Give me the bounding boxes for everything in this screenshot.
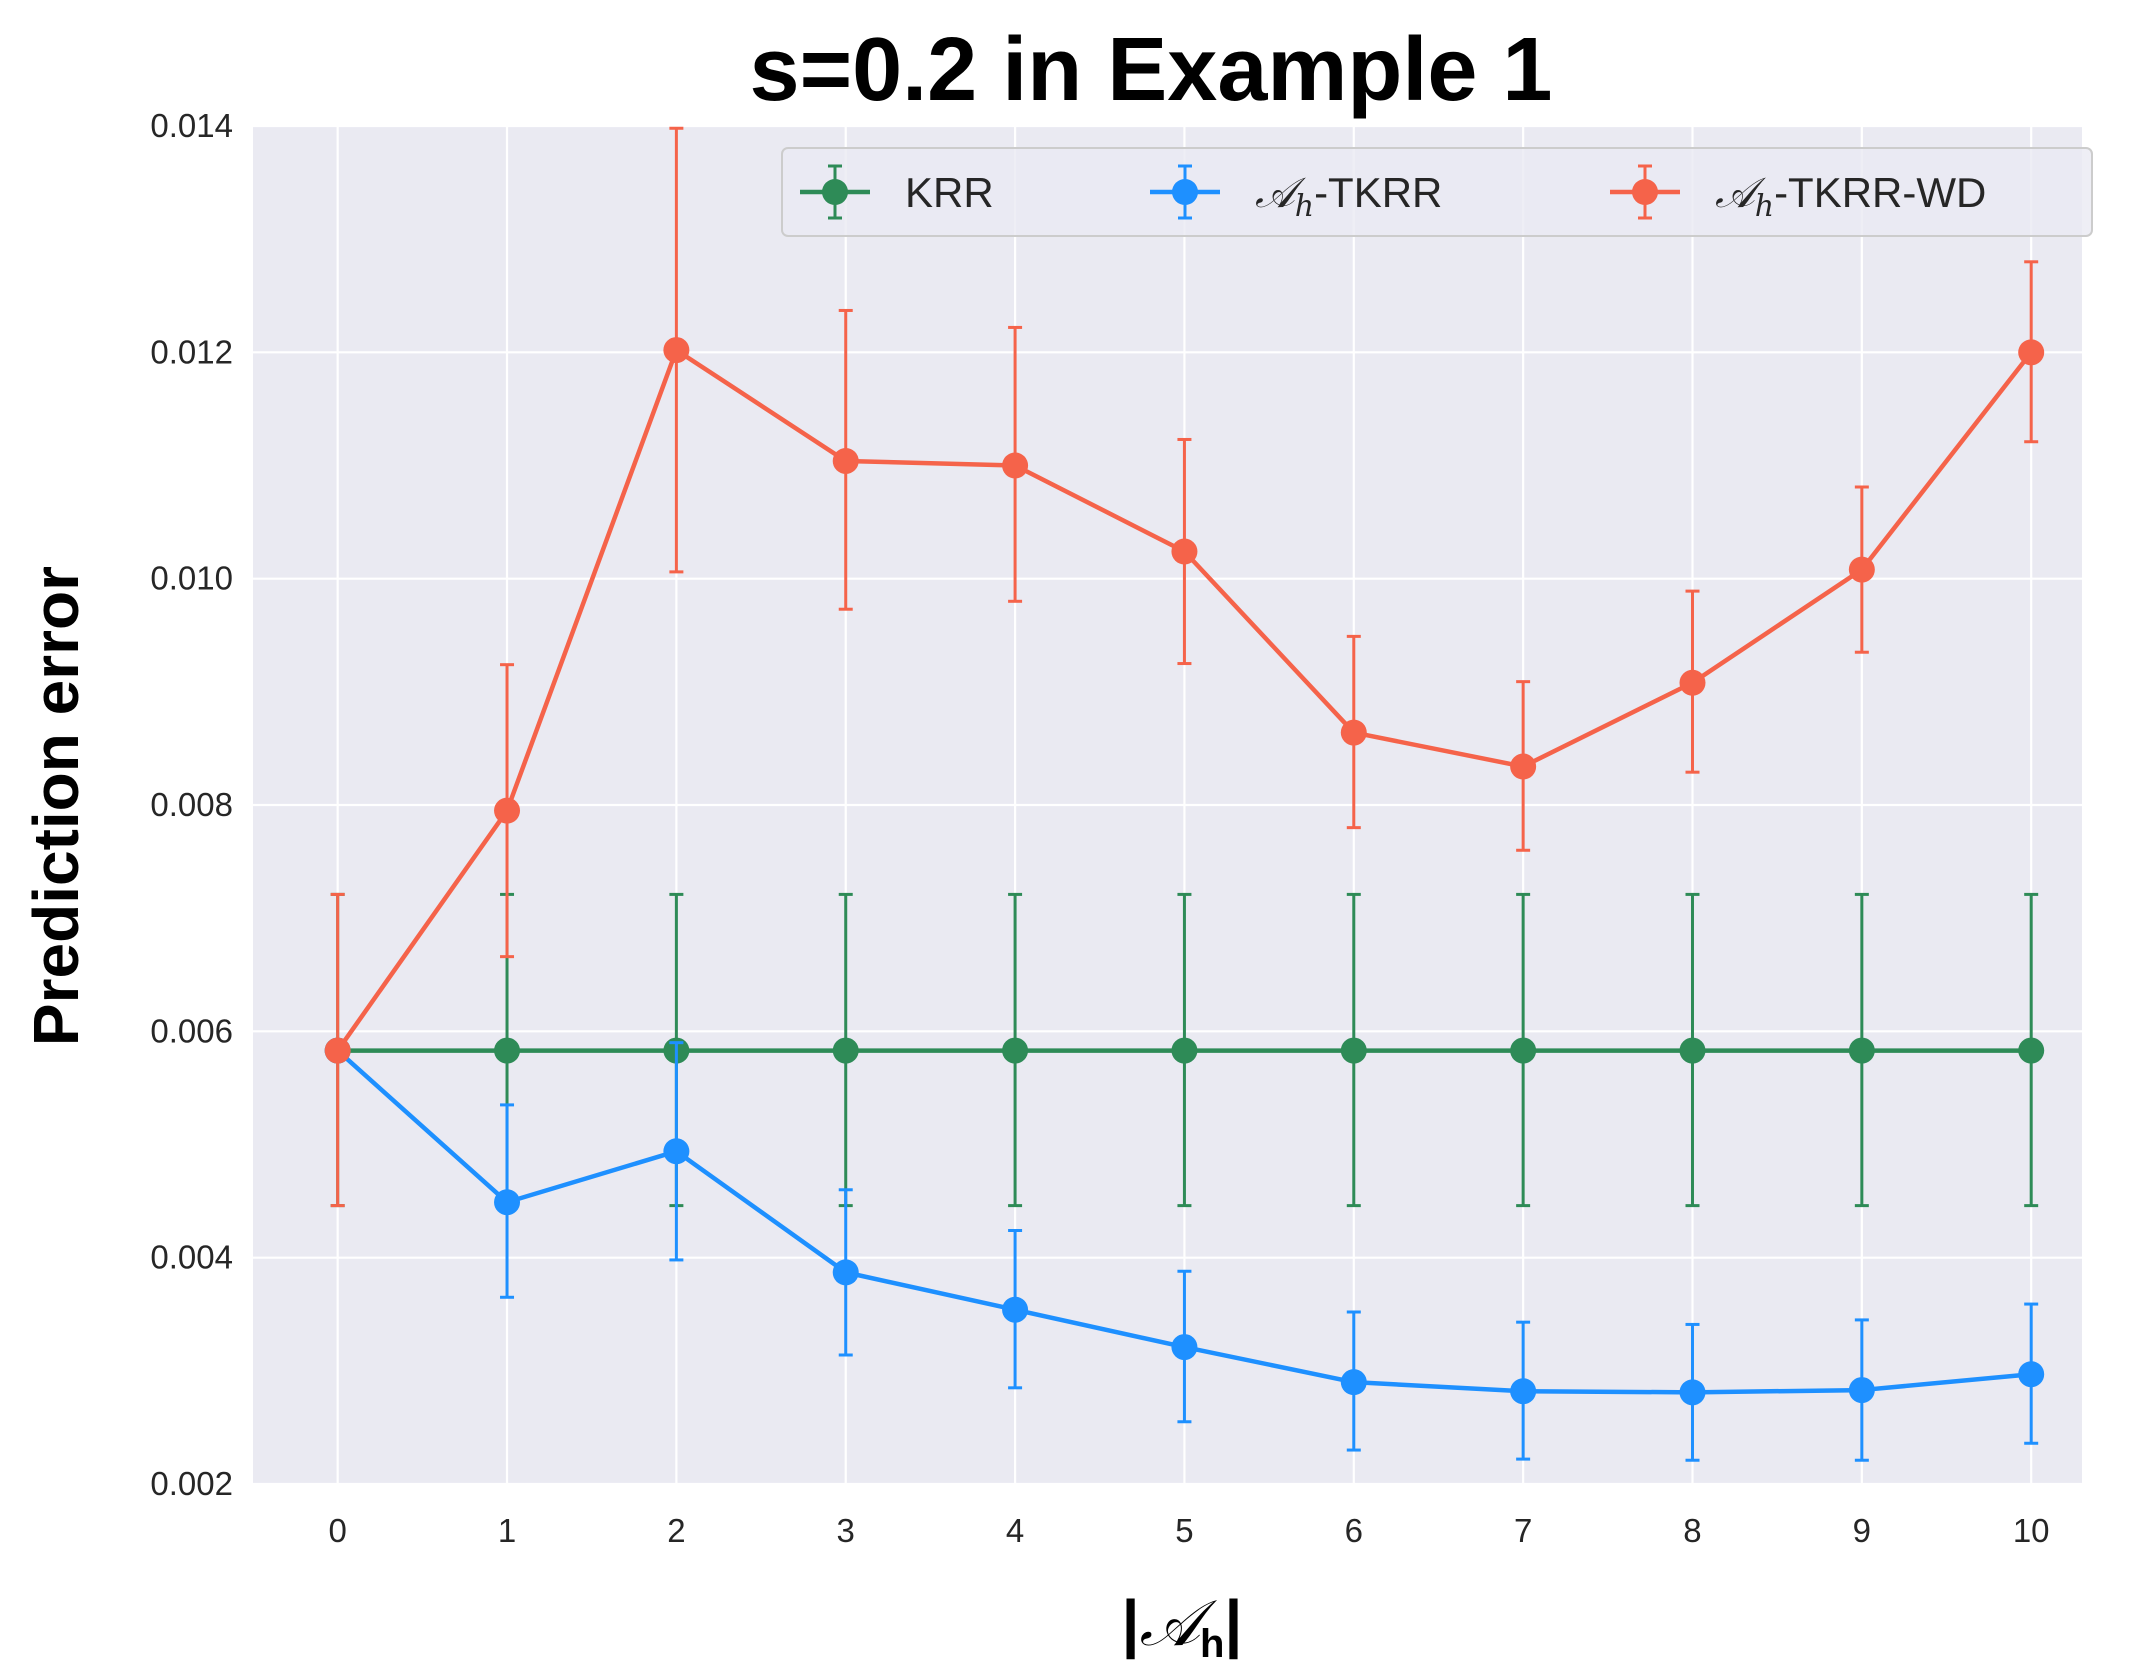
chart-title: s=0.2 in Example 1	[750, 20, 1553, 120]
y-tick-label: 0.002	[150, 1465, 233, 1502]
data-point	[494, 797, 521, 824]
legend-label: 𝒜h-TKRR	[1255, 168, 1442, 224]
data-point	[1171, 1037, 1198, 1064]
data-point	[1848, 556, 1875, 583]
y-tick-label: 0.014	[150, 107, 233, 144]
legend-marker	[822, 179, 848, 205]
data-point	[1510, 1378, 1537, 1405]
data-point	[663, 1138, 690, 1165]
data-point	[1171, 1334, 1198, 1361]
data-point	[1002, 452, 1029, 479]
data-point	[832, 1037, 859, 1064]
x-tick-label: 1	[498, 1512, 516, 1549]
y-axis-label: Prediction error	[20, 566, 92, 1046]
x-tick-label: 8	[1683, 1512, 1701, 1549]
y-tick-label: 0.004	[150, 1239, 233, 1276]
data-point	[1171, 538, 1198, 565]
x-axis-label-subscript: h	[1200, 1622, 1224, 1666]
series--h-tkrr-wd	[324, 126, 2045, 1208]
legend-marker	[1632, 179, 1658, 205]
legend: KRR 𝒜h-TKRR 𝒜h-TKRR-WD	[781, 147, 2093, 237]
data-point	[663, 337, 690, 364]
data-point	[2018, 1037, 2045, 1064]
data-point	[1679, 669, 1706, 696]
grid-lines	[253, 124, 2082, 1486]
legend-label-suffix: KRR	[905, 169, 994, 216]
data-point	[1340, 1037, 1367, 1064]
legend-label-suffix: -TKRR	[1314, 169, 1442, 216]
x-tick-label: 9	[1853, 1512, 1871, 1549]
y-tick-label: 0.008	[150, 786, 233, 823]
x-tick-label: 4	[1006, 1512, 1024, 1549]
data-point	[1848, 1377, 1875, 1404]
data-point	[324, 1037, 351, 1064]
x-tick-label: 7	[1514, 1512, 1532, 1549]
y-tick-label: 0.006	[150, 1012, 233, 1049]
data-point	[2018, 1361, 2045, 1388]
x-tick-label: 5	[1175, 1512, 1193, 1549]
data-point	[494, 1189, 521, 1216]
x-tick-label: 10	[2013, 1512, 2050, 1549]
x-axis-label-prefix: |	[1122, 1587, 1140, 1660]
x-tick-label: 3	[837, 1512, 855, 1549]
data-point	[1679, 1037, 1706, 1064]
legend-label: 𝒜h-TKRR-WD	[1715, 168, 1986, 224]
legend-label-subscript: h	[1755, 189, 1774, 224]
data-point	[1679, 1379, 1706, 1406]
data-point	[1340, 1369, 1367, 1396]
x-tick-label: 6	[1345, 1512, 1363, 1549]
y-tick-label: 0.010	[150, 560, 233, 597]
data-point	[1002, 1296, 1029, 1323]
data-point	[1340, 719, 1367, 746]
data-point	[832, 1259, 859, 1286]
data-point	[494, 1037, 521, 1064]
data-point	[2018, 339, 2045, 366]
series-layer	[324, 126, 2045, 1462]
x-axis-label-suffix: |	[1224, 1587, 1242, 1660]
data-point	[832, 447, 859, 474]
legend-marker	[1172, 179, 1198, 205]
legend-label-subscript: h	[1295, 189, 1314, 224]
x-tick-label: 2	[667, 1512, 685, 1549]
legend-label: KRR	[905, 169, 994, 216]
data-point	[1848, 1037, 1875, 1064]
data-point	[1002, 1037, 1029, 1064]
data-point	[1510, 753, 1537, 780]
tick-labels: 0.002 0.004 0.006 0.008 0.010 0.012 0.014 0 1 2 3 4…	[150, 107, 2049, 1549]
data-point	[1510, 1037, 1537, 1064]
legend-box	[781, 147, 2093, 237]
x-tick-label: 0	[328, 1512, 346, 1549]
y-tick-label: 0.012	[150, 333, 233, 370]
x-axis-label: |𝒜h|	[1122, 1587, 1243, 1666]
legend-label-suffix: -TKRR-WD	[1774, 169, 1986, 216]
series-krr	[324, 892, 2045, 1208]
